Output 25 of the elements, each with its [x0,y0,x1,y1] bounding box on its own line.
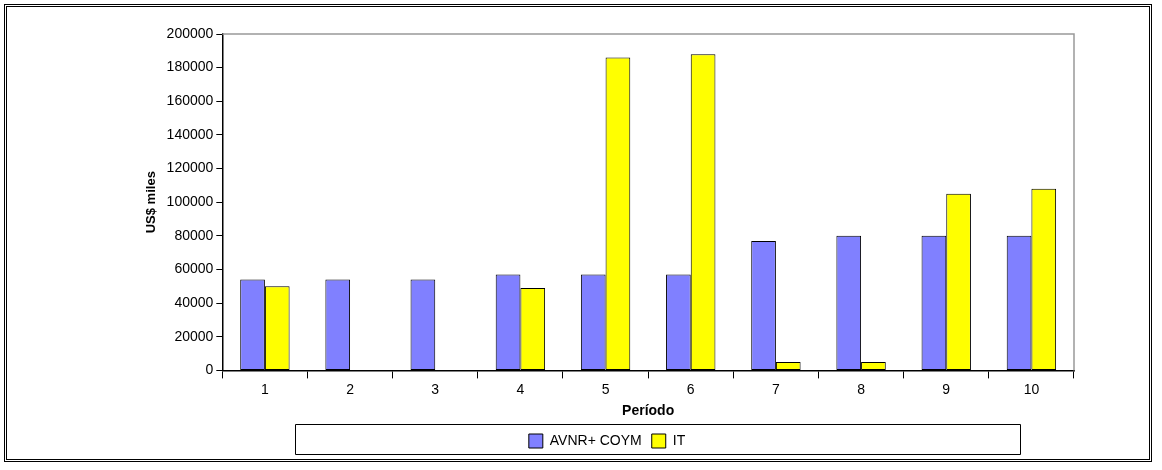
y-tick-label: 120000 [166,159,214,176]
y-axis-title: US$ miles [143,171,159,234]
x-tick-label: 8 [857,380,866,397]
x-tick-label: 6 [686,380,695,397]
y-tick-label: 80000 [174,226,214,243]
y-tick-label: 100000 [166,193,214,210]
y-tick-label: 200000 [166,24,214,41]
x-axis-title: Período [622,402,675,419]
y-tick-label: 0 [205,361,214,378]
x-tick-label: 4 [516,380,525,397]
x-tick-label: 9 [942,380,951,397]
y-tick-label: 140000 [166,125,214,142]
y-tick-label: 40000 [174,293,214,310]
x-tick-label: 7 [772,380,781,397]
y-tick-label: 180000 [166,58,214,75]
x-tick-label: 1 [261,380,269,397]
x-tick-label: 5 [601,380,610,397]
y-tick-label: 60000 [174,260,214,277]
x-tick-label: 3 [431,380,440,397]
legend-label: AVNR+ COYM [549,431,642,448]
x-tick-label: 2 [346,380,355,397]
y-tick-label: 160000 [166,92,214,109]
y-tick-label: 20000 [174,327,214,344]
x-tick-label: 10 [1023,380,1040,397]
legend-label: IT [672,431,686,448]
